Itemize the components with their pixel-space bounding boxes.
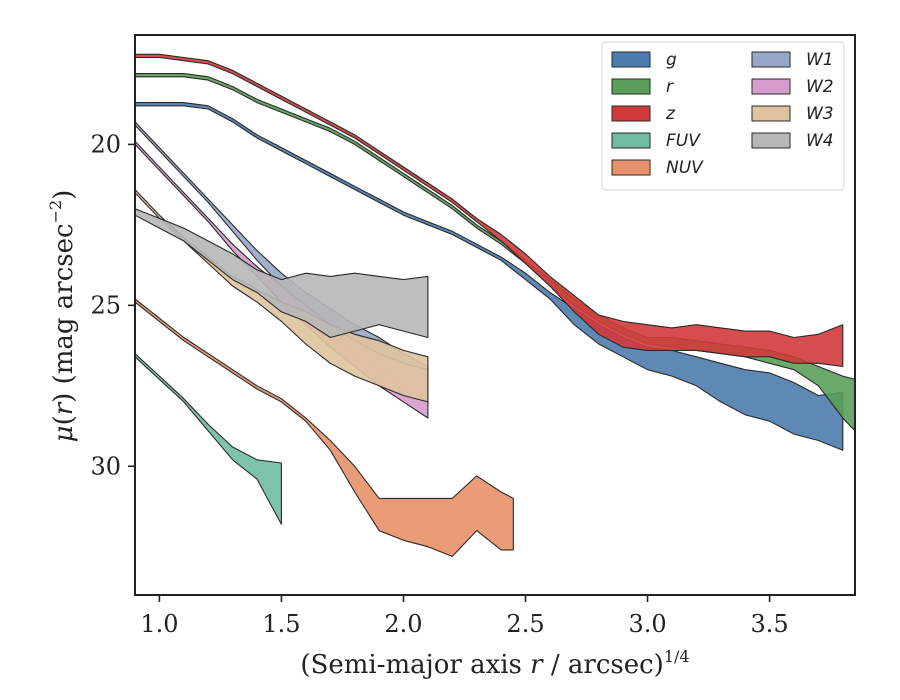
y-tick-label: 25	[90, 291, 121, 319]
series-band-fuv	[134, 353, 282, 525]
plot-frame	[134, 34, 856, 596]
legend-label-w4: W4	[806, 131, 834, 151]
legend-swatch-nuv	[611, 159, 651, 176]
legend-label-r: r	[666, 77, 674, 97]
x-tick-label: 1.0	[140, 610, 178, 638]
legend-swatch-r	[611, 78, 651, 95]
x-axis: 1.0 1.5 2.0 2.5 3.0 3.5	[140, 595, 789, 638]
legend-label-w2: W2	[806, 77, 834, 97]
legend-label-nuv: NUV	[666, 158, 704, 178]
x-tick-label: 1.5	[262, 610, 300, 638]
x-tick-label: 3.5	[750, 610, 788, 638]
legend-swatch-w4	[751, 132, 791, 149]
legend-swatch-w3	[751, 105, 791, 122]
x-tick-label: 2.0	[384, 610, 422, 638]
y-axis-label: μ(r) (mag arcsec−2)	[46, 190, 79, 443]
series-band-w4	[134, 208, 429, 339]
x-axis-label: (Semi-major axis r / arcsec)1/4	[300, 647, 689, 680]
series-band-nuv	[134, 298, 514, 557]
legend-label-fuv: FUV	[666, 131, 701, 151]
legend-swatch-fuv	[611, 132, 651, 149]
y-axis: 20 25 30	[90, 130, 135, 480]
legend-swatch-w1	[751, 51, 791, 68]
series-band-z	[134, 53, 844, 368]
legend: grz FUV NUV W1 W2 W3 W4	[601, 41, 845, 191]
legend-label-w3: W3	[806, 104, 834, 124]
legend-label-z: z	[665, 104, 676, 124]
legend-label-w1: W1	[806, 50, 834, 70]
legend-label-g: g	[666, 50, 677, 70]
legend-swatch-w2	[751, 78, 791, 95]
series-band-g	[134, 102, 844, 451]
x-tick-label: 2.5	[506, 610, 544, 638]
legend-swatch-g	[611, 51, 651, 68]
y-tick-label: 30	[90, 452, 121, 480]
x-tick-label: 3.0	[628, 610, 666, 638]
legend-swatch-z	[611, 105, 651, 122]
y-tick-label: 20	[90, 130, 121, 158]
series-layer	[134, 53, 856, 557]
